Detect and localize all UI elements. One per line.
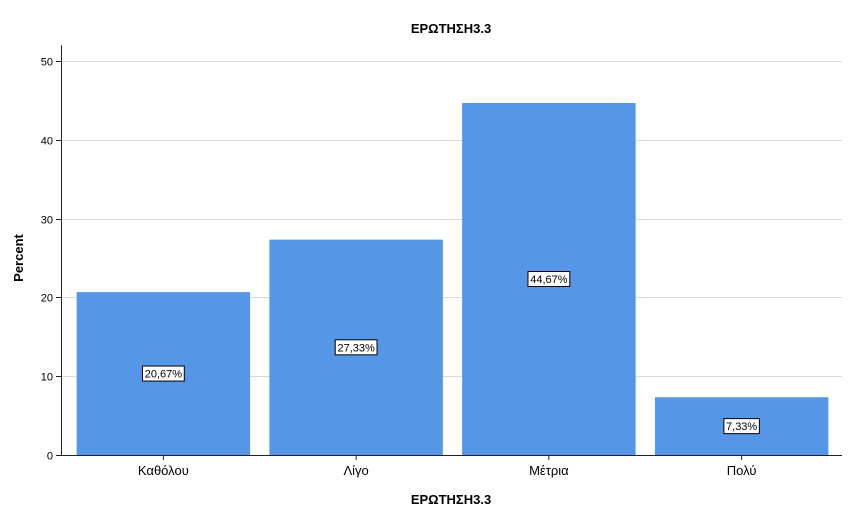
data-label-box bbox=[723, 418, 760, 435]
x-tick-label: Λίγο bbox=[343, 463, 368, 478]
x-tick-label: Πολύ bbox=[727, 463, 757, 478]
data-label: 27,33% bbox=[337, 342, 375, 354]
y-tick-label: 0 bbox=[47, 451, 53, 463]
x-tick-label: Μέτρια bbox=[529, 463, 569, 478]
chart-title: ΕΡΩΤΗΣΗ3.3 bbox=[411, 21, 491, 36]
data-label: 20,67% bbox=[145, 369, 183, 381]
labels-layer: 20,67% 27,33% 44,67% 7,33% bbox=[141, 271, 760, 435]
y-tick-label: 50 bbox=[41, 57, 53, 69]
x-axis-title: ΕΡΩΤΗΣΗ3.3 bbox=[411, 492, 491, 507]
axis-layer: 0 10 20 30 40 50 Καθόλου Λίγο Μέτρια Πολύ bbox=[41, 45, 842, 478]
y-tick-label: 40 bbox=[41, 136, 53, 148]
y-tick-label: 20 bbox=[41, 293, 53, 305]
bars-layer bbox=[76, 103, 829, 455]
y-axis-title: Percent bbox=[11, 233, 26, 281]
y-tick-label: 30 bbox=[41, 215, 53, 227]
data-label-box bbox=[527, 271, 571, 288]
x-tick-label: Καθόλου bbox=[138, 463, 189, 478]
data-label-box bbox=[334, 339, 378, 356]
y-tick-label: 10 bbox=[41, 372, 53, 384]
data-label: 44,67% bbox=[530, 274, 568, 286]
data-label: 7,33% bbox=[726, 421, 757, 433]
data-label-box bbox=[141, 365, 185, 382]
